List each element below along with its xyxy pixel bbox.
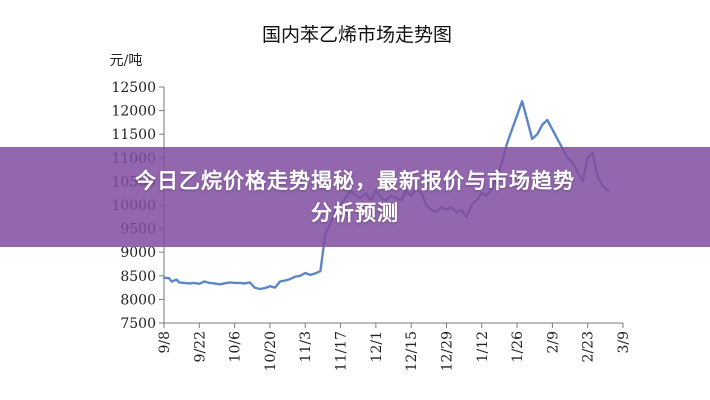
x-tick-label: 1/26: [510, 331, 526, 363]
x-tick-label: 12/29: [439, 331, 455, 371]
x-tick-label: 12/15: [404, 331, 420, 371]
x-tick-label: 9/22: [192, 331, 208, 362]
y-tick-label: 12000: [111, 104, 156, 120]
y-tick-label: 11500: [111, 127, 156, 143]
y-axis-unit-label: 元/吨: [110, 53, 143, 69]
x-tick-label: 10/20: [263, 331, 279, 371]
x-tick-label: 3/9: [616, 331, 632, 354]
headline-line-1: 今日乙烷价格走势揭秘，最新报价与市场趋势: [135, 169, 575, 193]
x-tick-label: 11/3: [298, 331, 314, 362]
x-tick-label: 2/9: [545, 331, 561, 354]
headline-banner: 今日乙烷价格走势揭秘，最新报价与市场趋势 分析预测: [0, 147, 710, 247]
y-tick-label: 8000: [120, 292, 156, 308]
x-axis: 9/8 9/22 10/6 10/20 11/3 11/17 12/1 12/15 12/29 1…: [157, 322, 632, 371]
x-tick-label: 9/8: [157, 331, 173, 354]
y-tick-label: 9000: [120, 245, 156, 261]
x-tick-label: 12/1: [369, 331, 385, 362]
y-tick-label: 12500: [111, 80, 156, 96]
y-tick-label: 7500: [120, 316, 156, 332]
x-tick-label: 1/12: [475, 331, 491, 362]
y-tick-label: 8500: [120, 269, 156, 285]
x-tick-label: 10/6: [228, 331, 244, 363]
x-tick-label: 11/17: [334, 331, 350, 371]
chart-title: 国内苯乙烯市场走势图: [262, 24, 452, 46]
x-tick-label: 2/23: [581, 331, 597, 362]
headline-line-2: 分析预测: [311, 201, 399, 225]
